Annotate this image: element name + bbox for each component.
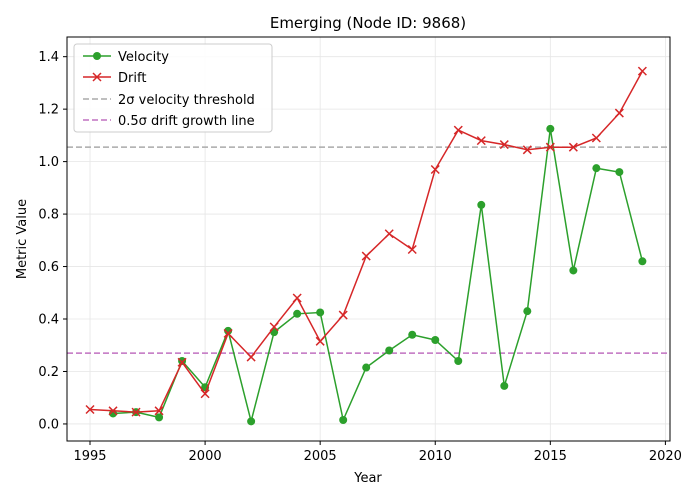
x-tick-label: 1995	[73, 449, 106, 464]
reference-lines	[67, 146, 670, 354]
y-tick-label: 1.0	[38, 155, 59, 170]
y-tick-label: 0.2	[38, 365, 59, 380]
x-axis-title: Year	[353, 471, 382, 486]
drift-point	[453, 125, 463, 135]
legend: Velocity Drift 2σ velocity threshold 0.5…	[73, 43, 273, 133]
x-tick-label: 2005	[304, 449, 337, 464]
velocity-point	[569, 266, 578, 275]
velocity-point	[339, 416, 348, 425]
series-layer	[85, 66, 647, 426]
drift-point	[407, 244, 417, 255]
velocity-point	[362, 363, 371, 372]
velocity-point	[592, 164, 601, 173]
drift-point	[361, 251, 371, 261]
velocity-point	[408, 330, 417, 339]
legend-velocity-label: Velocity	[118, 50, 169, 65]
velocity-point	[224, 326, 233, 335]
drift-point	[177, 357, 187, 367]
drift-point	[522, 145, 532, 155]
drift-point	[269, 322, 279, 332]
velocity-point	[615, 168, 624, 177]
legend-threshold-label: 2σ velocity threshold	[118, 93, 255, 108]
y-tick-label: 1.2	[38, 103, 59, 118]
plot-frame	[66, 36, 671, 442]
x-tick-label: 2000	[189, 449, 222, 464]
drift-point	[476, 136, 486, 146]
drift-point	[85, 404, 95, 415]
drift-point	[338, 310, 348, 320]
y-tick-label: 0.4	[38, 313, 59, 328]
velocity-point	[523, 307, 532, 316]
velocity-point	[454, 356, 463, 365]
y-tick-label: 1.4	[38, 50, 59, 65]
drift-point	[591, 133, 601, 143]
legend-growth-label: 0.5σ drift growth line	[118, 114, 255, 129]
velocity-point	[638, 257, 647, 266]
drift-point	[614, 108, 624, 118]
velocity-point	[385, 346, 394, 355]
drift-point	[315, 336, 325, 346]
drift-point	[154, 406, 164, 416]
legend-frame	[73, 43, 273, 133]
y-tick-label: 0.8	[38, 208, 59, 223]
grid	[67, 37, 670, 441]
drift-point	[430, 164, 440, 175]
velocity-point	[178, 356, 187, 365]
legend-drift-label: Drift	[118, 71, 146, 86]
velocity-point	[477, 200, 486, 209]
velocity-line	[112, 128, 644, 423]
velocity-point	[293, 309, 302, 318]
x-tick-label: 2015	[534, 449, 567, 464]
drift-point	[292, 293, 302, 303]
drift-point	[637, 66, 647, 76]
velocity-point	[316, 308, 325, 317]
velocity-point	[155, 413, 164, 422]
drift-point	[384, 229, 394, 239]
x-tick-label: 2010	[419, 449, 452, 464]
axis-ticks: 1995 2000 2005 2010 2015 2020 0.0 0.2 0.4 0.6 0.8 1…	[38, 50, 682, 464]
legend-drift-marker	[92, 72, 102, 82]
drift-point	[568, 142, 578, 152]
velocity-point	[431, 336, 440, 344]
drift-point	[200, 389, 210, 399]
y-tick-label: 0.0	[38, 417, 59, 432]
chart-title: Emerging (Node ID: 9868)	[270, 14, 466, 32]
drift-point	[545, 142, 555, 152]
drift-point	[108, 406, 118, 416]
y-tick-label: 0.6	[38, 260, 59, 275]
legend-velocity-marker	[93, 52, 101, 60]
x-tick-label: 2020	[649, 449, 682, 464]
velocity-point	[247, 417, 256, 426]
drift-point	[223, 328, 233, 338]
drift-point	[499, 140, 509, 150]
velocity-point	[500, 381, 509, 390]
y-axis-title: Metric Value	[15, 199, 30, 279]
drift-point	[246, 352, 256, 362]
velocity-point	[546, 124, 555, 133]
drift-point	[131, 407, 141, 417]
